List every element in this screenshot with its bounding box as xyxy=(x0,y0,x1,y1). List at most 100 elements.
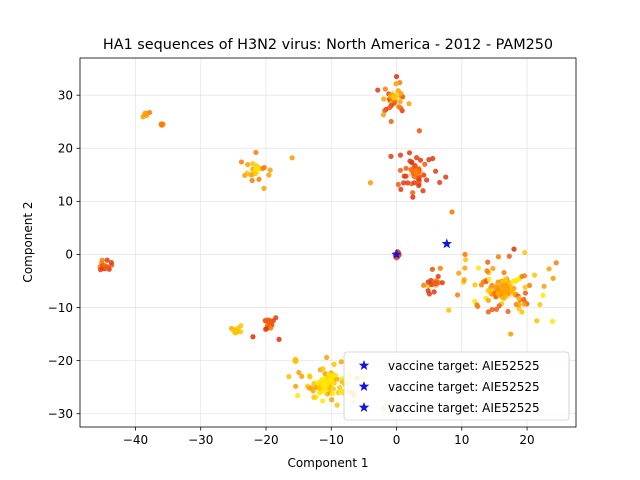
data-point xyxy=(295,393,301,399)
data-point xyxy=(416,174,422,180)
data-point xyxy=(409,159,415,165)
data-point xyxy=(511,278,517,284)
data-point xyxy=(493,284,499,290)
data-point xyxy=(108,260,115,266)
data-point xyxy=(396,104,402,110)
vaccine-markers xyxy=(391,238,453,259)
x-tick-label: −30 xyxy=(188,433,213,447)
data-point xyxy=(421,172,427,178)
vaccine-target-marker xyxy=(391,248,402,259)
data-point xyxy=(537,301,543,308)
data-point xyxy=(437,265,443,271)
data-point xyxy=(267,167,273,173)
data-point xyxy=(320,366,326,372)
cluster-core xyxy=(432,280,439,287)
data-point xyxy=(250,334,256,340)
data-point xyxy=(146,109,153,116)
x-tick-label: 20 xyxy=(519,433,534,447)
cluster-core xyxy=(142,110,149,117)
data-point xyxy=(474,302,480,308)
axes-frame xyxy=(79,57,577,428)
data-point xyxy=(505,308,511,315)
data-point xyxy=(307,374,313,380)
data-point xyxy=(429,266,436,272)
data-point xyxy=(549,318,556,324)
data-point xyxy=(398,186,404,192)
data-point xyxy=(382,86,388,92)
data-point xyxy=(322,370,328,377)
y-tick-label: −30 xyxy=(48,407,73,421)
data-point xyxy=(97,267,104,273)
data-point xyxy=(478,282,485,288)
data-point xyxy=(242,172,248,179)
data-point xyxy=(521,301,527,307)
data-point xyxy=(410,190,416,196)
data-point xyxy=(416,182,422,189)
data-point xyxy=(462,251,468,258)
data-point xyxy=(316,390,323,396)
data-point xyxy=(430,155,436,162)
cluster-core xyxy=(158,121,165,128)
data-point xyxy=(398,90,404,97)
data-point xyxy=(388,153,394,159)
data-point xyxy=(472,282,478,288)
data-point xyxy=(338,359,344,365)
data-point xyxy=(485,297,492,304)
data-point xyxy=(431,289,437,295)
data-point xyxy=(403,165,409,171)
cluster-core xyxy=(390,93,399,101)
data-point xyxy=(393,81,399,87)
x-tick-label: 0 xyxy=(393,433,401,447)
y-tick-label: 0 xyxy=(65,248,73,262)
data-point xyxy=(397,99,403,105)
data-point xyxy=(333,372,339,378)
data-point xyxy=(446,307,452,313)
data-point xyxy=(516,306,522,312)
data-point xyxy=(276,336,282,342)
data-point xyxy=(308,385,314,391)
data-point xyxy=(408,166,414,173)
data-point xyxy=(437,179,443,186)
y-tick-label: −20 xyxy=(48,354,73,368)
data-point xyxy=(416,128,422,134)
data-point xyxy=(532,272,538,278)
cluster-core xyxy=(292,357,299,364)
data-point xyxy=(406,101,412,107)
data-point xyxy=(522,249,528,256)
data-point xyxy=(249,177,255,184)
data-point xyxy=(435,273,441,280)
data-point xyxy=(314,380,321,386)
data-point xyxy=(327,376,333,383)
data-point xyxy=(534,318,540,324)
data-point xyxy=(375,87,381,93)
legend-entry-label: vaccine target: AIE52525 xyxy=(388,401,540,415)
data-point xyxy=(324,354,330,361)
data-point xyxy=(259,165,266,171)
data-point xyxy=(516,295,522,302)
data-point xyxy=(412,163,418,169)
data-point xyxy=(286,373,292,380)
data-point xyxy=(417,157,424,163)
data-point xyxy=(334,402,340,408)
data-point xyxy=(425,288,431,294)
y-tick-label: 20 xyxy=(58,142,73,156)
cluster-core xyxy=(498,283,511,295)
chart-title: HA1 sequences of H3N2 virus: North Ameri… xyxy=(103,37,553,53)
cluster-core xyxy=(253,166,260,173)
legend-entry-label: vaccine target: AIE52525 xyxy=(388,359,540,373)
data-point xyxy=(421,282,427,288)
data-point xyxy=(433,168,439,174)
x-axis-ticks: −40 −30 −20 −10 0 10 20 xyxy=(123,427,535,447)
cluster-core xyxy=(412,168,421,177)
data-point xyxy=(541,283,547,289)
data-point xyxy=(329,391,336,397)
data-point xyxy=(320,398,326,404)
data-point xyxy=(388,118,394,125)
legend-star-icon xyxy=(358,360,370,370)
cluster-core xyxy=(266,317,273,324)
data-point xyxy=(553,260,559,266)
x-tick-label: −10 xyxy=(319,433,344,447)
data-point xyxy=(489,306,495,313)
data-point xyxy=(511,246,517,252)
data-point xyxy=(490,265,496,272)
